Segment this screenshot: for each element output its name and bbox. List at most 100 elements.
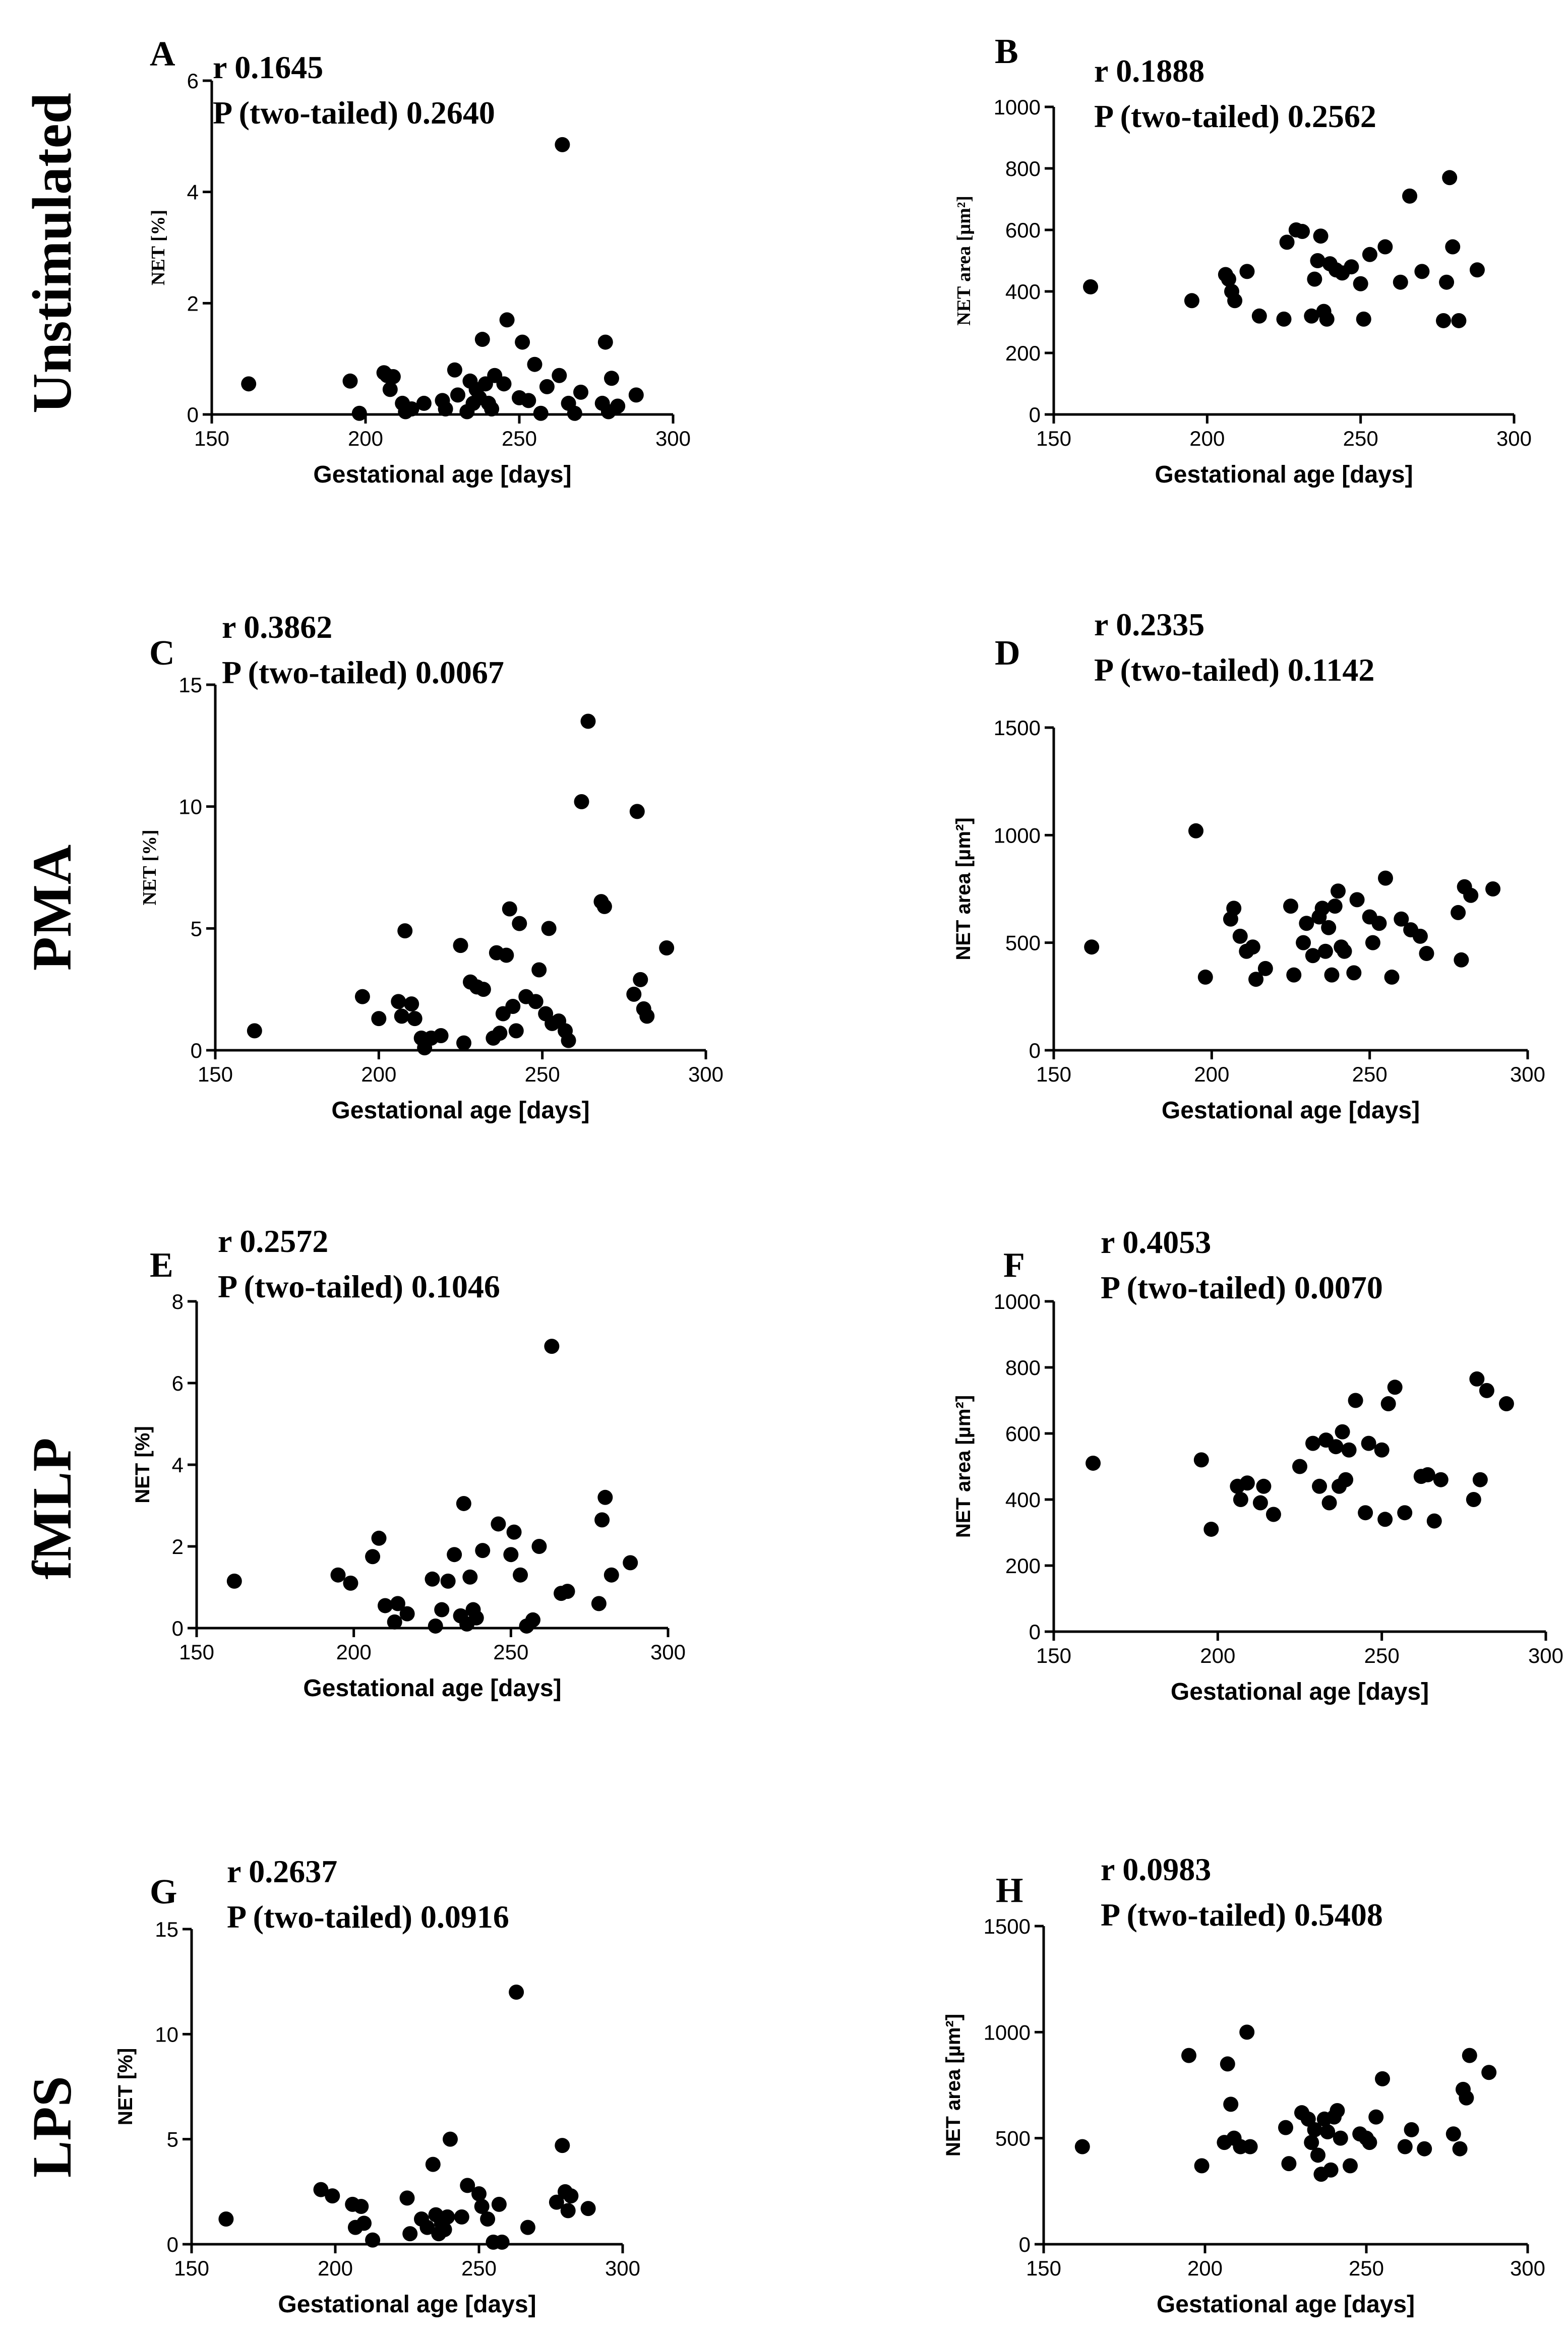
data-point [1439, 274, 1455, 290]
data-point [1466, 1492, 1481, 1507]
data-point [1452, 2141, 1468, 2157]
data-point [1184, 293, 1199, 309]
x-tick-label: 300 [655, 427, 691, 450]
data-point [484, 401, 500, 416]
data-point [1085, 1455, 1101, 1471]
data-point [1375, 2071, 1390, 2086]
data-point [1227, 293, 1243, 309]
data-point [387, 1614, 402, 1630]
x-tick-label: 300 [688, 1062, 723, 1086]
y-tick-label: 15 [178, 673, 202, 697]
data-point [1348, 1393, 1363, 1408]
data-point [1362, 247, 1377, 262]
data-point [1462, 2048, 1477, 2063]
stat-r-e: r 0.2572 [218, 1223, 328, 1259]
data-point [356, 2216, 372, 2231]
x-tick-label: 300 [1528, 1644, 1563, 1667]
y-axis-title-c: NET [%] [139, 829, 160, 905]
data-point [555, 137, 570, 152]
data-point [404, 401, 419, 416]
data-point [574, 794, 589, 809]
data-point [454, 2209, 469, 2225]
data-point [1256, 1478, 1272, 1494]
stat-p-h: P (two-tailed) 0.5408 [1101, 1897, 1383, 1933]
panel-letter-c: C [149, 634, 175, 673]
data-point [512, 916, 527, 931]
data-point [475, 1543, 491, 1559]
data-point [1346, 965, 1362, 981]
data-point [1319, 311, 1335, 327]
data-point [521, 393, 536, 408]
y-tick-label: 1500 [994, 716, 1041, 740]
data-point [1353, 276, 1368, 291]
data-point [527, 356, 542, 372]
data-point [1433, 1472, 1449, 1487]
y-tick-label: 0 [1029, 1620, 1041, 1644]
data-point [342, 373, 358, 389]
data-point [1414, 264, 1430, 279]
data-point [428, 1618, 443, 1634]
data-point [520, 2220, 535, 2235]
x-tick-label: 300 [1510, 1062, 1545, 1086]
data-point [1252, 1495, 1268, 1511]
data-point [1307, 271, 1322, 287]
data-point [503, 1547, 519, 1563]
data-point [1223, 2097, 1239, 2112]
data-point [480, 2211, 496, 2227]
data-point [313, 2182, 329, 2197]
data-point [1323, 2162, 1339, 2178]
data-point [440, 1573, 456, 1589]
x-tick-label: 250 [502, 427, 537, 450]
x-tick-label: 250 [493, 1640, 528, 1664]
data-point [1083, 279, 1099, 294]
y-tick-label: 200 [1005, 1554, 1041, 1578]
x-tick-label: 300 [1496, 427, 1532, 450]
data-point [1305, 948, 1320, 964]
data-point [1356, 311, 1371, 327]
data-point [594, 1512, 610, 1528]
x-tick-label: 250 [1364, 1644, 1400, 1667]
x-tick-label: 200 [361, 1062, 396, 1086]
data-point [1451, 313, 1467, 328]
data-point [1295, 224, 1310, 240]
data-point [1327, 899, 1343, 914]
y-tick-label: 0 [191, 1039, 202, 1062]
data-point [1279, 234, 1295, 250]
x-tick-label: 250 [1352, 1062, 1388, 1086]
data-point [1193, 1452, 1209, 1468]
y-tick-label: 2 [172, 1535, 184, 1559]
data-point [385, 369, 401, 384]
x-tick-label: 300 [650, 1640, 686, 1664]
stat-r-a: r 0.1645 [213, 49, 323, 85]
data-point [525, 1612, 540, 1628]
data-point [474, 332, 490, 347]
data-point [1296, 935, 1311, 950]
data-point [371, 1011, 387, 1027]
x-axis-title-h: Gestational age [days] [1157, 2291, 1415, 2318]
panel-f: Fr 0.4053 P (two-tailed) 0.0070 150 200 250 3… [952, 1224, 1563, 1705]
data-point [1286, 967, 1302, 983]
data-point [365, 1549, 381, 1565]
data-point [1317, 943, 1333, 959]
data-point [450, 387, 465, 403]
x-tick-label: 150 [1036, 1062, 1071, 1086]
panel-letter-b: B [995, 32, 1018, 71]
data-point [416, 395, 432, 411]
data-point [1251, 308, 1267, 324]
data-point [1328, 1439, 1344, 1455]
data-point [1310, 2147, 1325, 2163]
data-point [402, 2226, 418, 2242]
data-point [491, 1516, 506, 1532]
x-axis-title-d: Gestational age [days] [1162, 1097, 1420, 1124]
panel-letter-g: G [150, 1873, 177, 1911]
y-tick-label: 400 [1005, 280, 1041, 304]
panel-letter-d: D [995, 634, 1020, 673]
data-point [596, 899, 612, 914]
data-point [494, 2234, 510, 2250]
data-point [365, 2232, 381, 2248]
data-point [440, 2209, 455, 2225]
data-point [1265, 1507, 1281, 1522]
data-point [1233, 1492, 1248, 1507]
